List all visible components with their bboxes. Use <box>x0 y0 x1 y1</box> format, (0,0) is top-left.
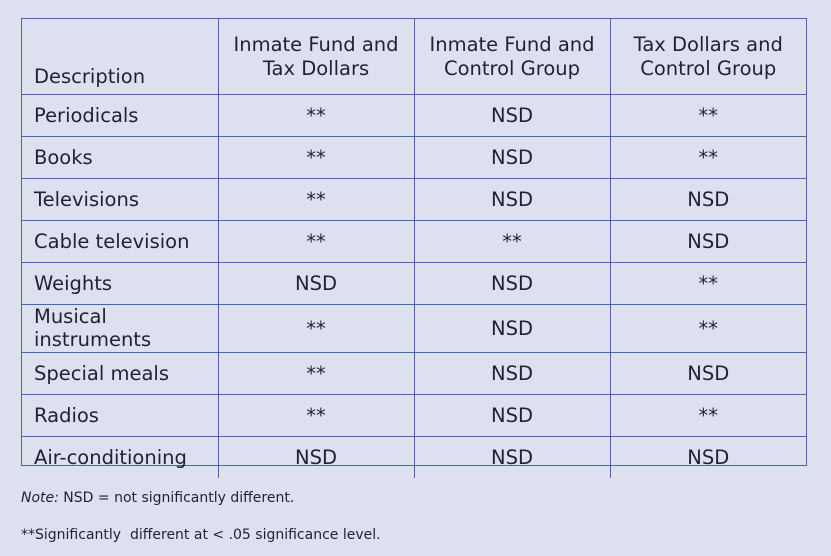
note-label: Note: <box>21 490 59 506</box>
cell-tax-dollars-control-group: ** <box>609 94 806 137</box>
cell-inmate-fund-control-group: NSD <box>413 304 611 353</box>
row-description: Air-conditioning <box>22 435 219 478</box>
cell-tax-dollars-control-group: ** <box>609 136 806 179</box>
cell-inmate-fund-tax-dollars: ** <box>217 136 415 179</box>
cell-inmate-fund-tax-dollars: ** <box>217 178 415 221</box>
cell-tax-dollars-control-group: ** <box>609 262 806 305</box>
row-description: Weights <box>22 262 219 305</box>
cell-tax-dollars-control-group: NSD <box>609 435 806 478</box>
row-description: Special meals <box>22 351 219 395</box>
header-row: Description Inmate Fund and Tax Dollars … <box>22 19 806 95</box>
row-description: Periodicals <box>22 94 219 137</box>
header-line-1: Inmate Fund and <box>429 33 595 57</box>
row-description: Books <box>22 136 219 179</box>
header-line-2: Tax Dollars <box>262 56 370 80</box>
table-row: Air-conditioning NSD NSD NSD <box>22 435 806 478</box>
significance-note: **Significantly different at < .05 signi… <box>21 527 381 543</box>
row-description: Cable television <box>22 220 219 263</box>
cell-inmate-fund-control-group: NSD <box>413 94 611 137</box>
table-row: Radios ** NSD ** <box>22 393 806 437</box>
cell-tax-dollars-control-group: ** <box>609 393 806 437</box>
cell-inmate-fund-control-group: NSD <box>413 178 611 221</box>
header-line-1: Tax Dollars and <box>633 33 783 57</box>
table-row: Televisions ** NSD NSD <box>22 178 806 221</box>
cell-tax-dollars-control-group: ** <box>609 304 806 353</box>
header-description-label: Description <box>34 64 146 88</box>
header-tax-dollars-control-group: Tax Dollars and Control Group <box>609 19 806 95</box>
header-line-1: Inmate Fund and <box>233 33 399 57</box>
row-description: Televisions <box>22 178 219 221</box>
table-row: Periodicals ** NSD ** <box>22 94 806 137</box>
table-row: Special meals ** NSD NSD <box>22 351 806 395</box>
cell-tax-dollars-control-group: NSD <box>609 178 806 221</box>
table-row: Cable television ** ** NSD <box>22 220 806 263</box>
header-inmate-fund-tax-dollars: Inmate Fund and Tax Dollars <box>217 19 415 95</box>
row-description: Radios <box>22 393 219 437</box>
header-line-2: Control Group <box>443 56 581 80</box>
cell-inmate-fund-control-group: NSD <box>413 393 611 437</box>
comparison-table-container: Description Inmate Fund and Tax Dollars … <box>21 18 807 478</box>
table-row: Musical instruments ** NSD ** <box>22 304 806 353</box>
cell-inmate-fund-tax-dollars: ** <box>217 304 415 353</box>
cell-inmate-fund-control-group: NSD <box>413 435 611 478</box>
table-row: Weights NSD NSD ** <box>22 262 806 305</box>
comparison-table: Description Inmate Fund and Tax Dollars … <box>22 19 806 478</box>
cell-inmate-fund-control-group: NSD <box>413 136 611 179</box>
cell-inmate-fund-tax-dollars: NSD <box>217 435 415 478</box>
row-description: Musical instruments <box>22 304 219 353</box>
header-inmate-fund-control-group: Inmate Fund and Control Group <box>413 19 611 95</box>
cell-inmate-fund-tax-dollars: ** <box>217 393 415 437</box>
header-line-2: Control Group <box>640 56 777 80</box>
cell-inmate-fund-tax-dollars: ** <box>217 220 415 263</box>
note-text: NSD = not significantly different. <box>58 490 295 506</box>
cell-inmate-fund-control-group: NSD <box>413 262 611 305</box>
cell-inmate-fund-tax-dollars: ** <box>217 94 415 137</box>
cell-inmate-fund-tax-dollars: ** <box>217 351 415 395</box>
cell-inmate-fund-control-group: NSD <box>413 351 611 395</box>
cell-inmate-fund-control-group: ** <box>413 220 611 263</box>
cell-tax-dollars-control-group: NSD <box>609 351 806 395</box>
table-row: Books ** NSD ** <box>22 136 806 179</box>
cell-tax-dollars-control-group: NSD <box>609 220 806 263</box>
table-note: Note: NSD = not significantly different. <box>21 490 294 506</box>
header-description: Description <box>22 19 219 95</box>
cell-inmate-fund-tax-dollars: NSD <box>217 262 415 305</box>
